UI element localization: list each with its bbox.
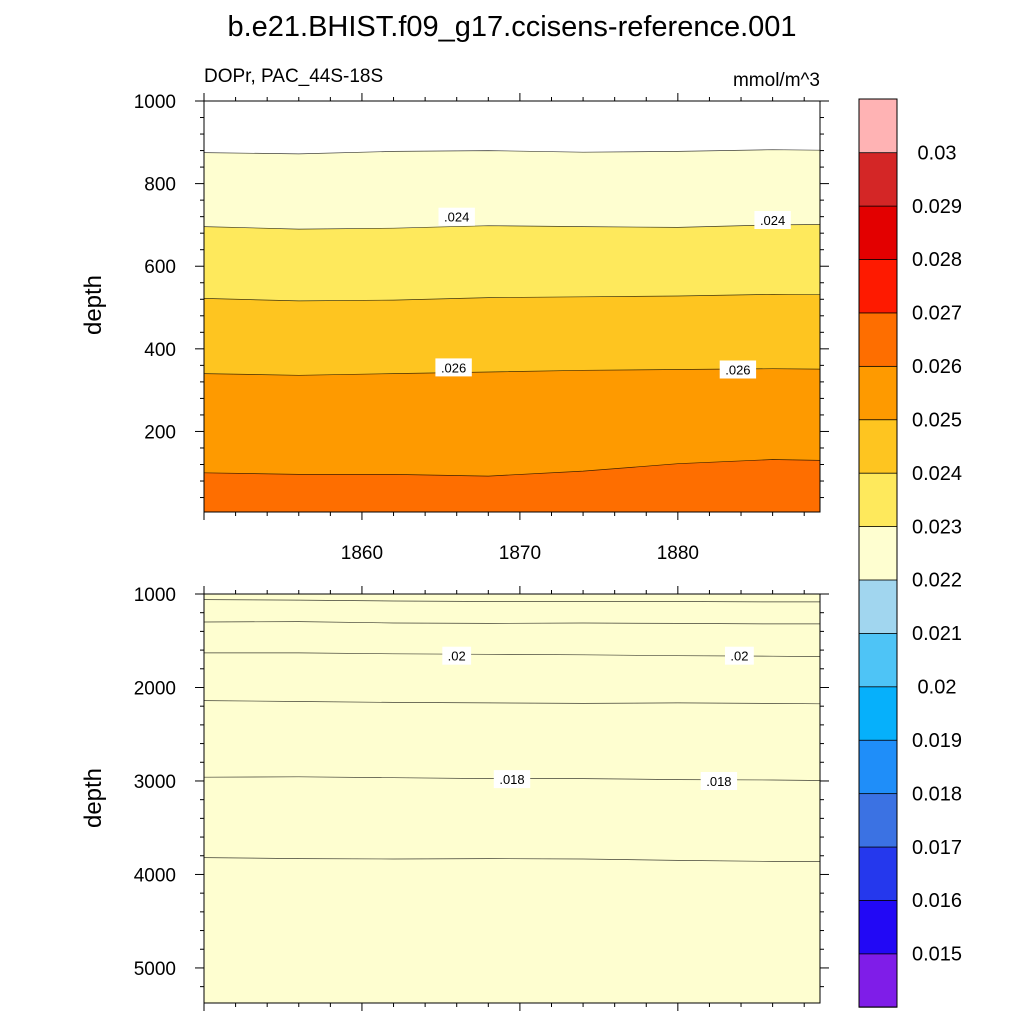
contour-label-box-2 — [438, 207, 475, 226]
subtitle-right: mmol/m^3 — [733, 70, 820, 91]
colorbar-swatch-10 — [858, 419, 898, 474]
colorbar: 0.015 0.016 0.017 0.018 0.019 0.02 0.021 0.022 0… — [858, 98, 962, 1008]
main-title: b.e21.BHIST.f09_g17.ccisens-reference.00… — [227, 11, 796, 43]
contour-label-box-3 — [754, 211, 791, 229]
contour-label-1: .02 — [730, 649, 748, 664]
colorbar-label: 0.016 — [912, 890, 962, 912]
subtitle-left: DOPr, PAC_44S-18S — [204, 66, 383, 87]
contour-label-box-1 — [725, 646, 754, 665]
y-tick-label: 600 — [144, 257, 176, 278]
contour-label-box-1 — [719, 360, 757, 379]
colorbar-label: 0.019 — [912, 730, 962, 752]
contour-band-6 — [204, 594, 820, 1003]
contour-line-1 — [203, 776, 821, 781]
y-tick-label: 5000 — [134, 959, 176, 980]
colorbar-swatch-3 — [858, 792, 898, 848]
contour-line-4 — [203, 621, 820, 625]
contour-label-2: .018 — [499, 772, 524, 787]
colorbar-label: 0.017 — [912, 837, 962, 859]
colorbar-label: 0.025 — [912, 410, 962, 432]
colorbar-label: 0.026 — [912, 356, 962, 378]
colorbar-label: 0.021 — [912, 623, 962, 645]
y-tick-label: 1000 — [134, 585, 176, 606]
contour-line-4 — [203, 459, 821, 477]
contour-label-box-0 — [435, 358, 472, 377]
y-tick-label: 3000 — [134, 772, 176, 793]
x-tick-label: 1870 — [499, 543, 541, 564]
y-axis-title: depth — [80, 768, 107, 828]
colorbar-swatch-14 — [858, 205, 898, 260]
y-tick-label: 400 — [144, 340, 176, 361]
contour-line-3 — [203, 368, 821, 376]
colorbar-label: 0.029 — [912, 196, 962, 218]
contour-label-box-2 — [493, 770, 531, 789]
colorbar-swatch-4 — [858, 739, 898, 795]
contour-line-3 — [204, 652, 821, 657]
contour-label-3: .024 — [760, 213, 785, 228]
colorbar-frame — [858, 98, 898, 1008]
colorbar-label: 0.024 — [912, 463, 962, 485]
colorbar-swatch-11 — [858, 365, 898, 421]
colorbar-label: 0.028 — [912, 249, 962, 271]
contour-line-5 — [203, 599, 820, 603]
colorbar-label: 0.02 — [918, 677, 957, 699]
colorbar-swatch-15 — [858, 152, 898, 207]
contour-label-box-3 — [700, 772, 738, 790]
colorbar-label: 0.03 — [918, 142, 957, 164]
y-tick-label: 2000 — [134, 678, 176, 699]
contour-label-1: .026 — [725, 363, 750, 378]
colorbar-label: 0.015 — [912, 944, 962, 966]
y-tick-label: 200 — [144, 422, 176, 443]
colorbar-swatch-16 — [858, 98, 898, 154]
y-tick-label: 800 — [144, 175, 176, 196]
colorbar-swatch-2 — [858, 846, 898, 901]
x-tick-label: 1860 — [341, 543, 383, 564]
colorbar-swatch-9 — [858, 472, 898, 527]
contour-line-2 — [203, 293, 821, 302]
y-tick-label: 1000 — [134, 92, 176, 113]
lower-depth-panel: .02 .02 .018 .018 1000 2000 3000 4000 5000 depth — [80, 585, 829, 1011]
colorbar-swatch-5 — [858, 686, 898, 741]
plot-frame — [203, 100, 821, 513]
contour-line-0 — [203, 857, 820, 862]
contour-label-0: .02 — [448, 649, 466, 664]
colorbar-swatch-7 — [858, 579, 898, 634]
x-tick-label: 1880 — [657, 543, 699, 564]
contour-label-2: .024 — [444, 210, 469, 225]
contour-line-2 — [203, 700, 821, 705]
plot-frame — [203, 593, 821, 1004]
y-axis-title: depth — [80, 275, 107, 335]
upper-depth-panel: .026 .026 .024 .024 1860 1870 1880 200 400 600 800… — [80, 92, 829, 564]
colorbar-swatch-0 — [858, 953, 898, 1008]
colorbar-swatch-13 — [858, 258, 898, 314]
colorbar-swatch-12 — [858, 312, 898, 367]
contour-line-0 — [203, 149, 821, 155]
colorbar-label: 0.018 — [912, 783, 962, 805]
contour-label-box-0 — [442, 646, 472, 665]
contour-band-4 — [204, 459, 820, 512]
contour-label-0: .026 — [441, 360, 466, 375]
colorbar-swatch-1 — [858, 899, 898, 955]
colorbar-swatch-8 — [858, 525, 898, 581]
contour-label-3: .018 — [706, 774, 731, 789]
colorbar-label: 0.022 — [912, 570, 962, 592]
colorbar-label: 0.027 — [912, 303, 962, 325]
colorbar-swatch-6 — [858, 632, 898, 688]
colorbar-label: 0.023 — [912, 516, 962, 538]
y-tick-label: 4000 — [134, 865, 176, 886]
